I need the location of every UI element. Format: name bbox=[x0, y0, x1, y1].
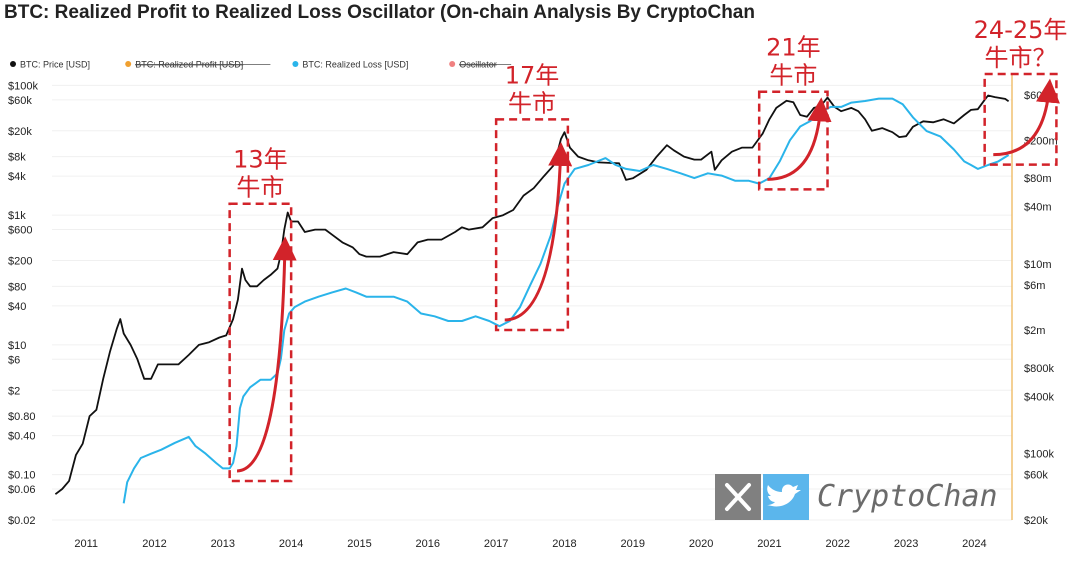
left-tick-label: $8k bbox=[8, 152, 26, 164]
x-tick-label: 2020 bbox=[689, 538, 713, 550]
x-tick-label: 2015 bbox=[347, 538, 371, 550]
series-layer bbox=[54, 94, 1010, 504]
right-tick-label: $10m bbox=[1024, 259, 1052, 271]
legend-marker bbox=[449, 61, 456, 67]
right-tick-label: $60k bbox=[1024, 470, 1048, 482]
legend-item[interactable]: BTC: Price [USD] bbox=[10, 60, 90, 70]
left-tick-label: $200 bbox=[8, 256, 32, 268]
x-tick-label: 2017 bbox=[484, 538, 508, 550]
right-tick-label: $400k bbox=[1024, 392, 1054, 404]
annotation-label-year: 21年 bbox=[766, 34, 821, 62]
annotation-label-year: 24-25年 bbox=[974, 16, 1068, 44]
legend-item[interactable]: BTC: Realized Profit [USD] bbox=[125, 60, 271, 70]
price-line bbox=[54, 94, 1010, 495]
x-tick-label: 2024 bbox=[962, 538, 986, 550]
annotation-label-bull: 牛市 bbox=[508, 89, 556, 117]
left-tick-label: $0.06 bbox=[8, 484, 36, 496]
right-tick-label: $80m bbox=[1024, 173, 1052, 185]
x-tick-label: 2019 bbox=[621, 538, 645, 550]
x-tick-label: 2014 bbox=[279, 538, 303, 550]
realized-loss-line bbox=[122, 97, 1010, 504]
legend-marker bbox=[292, 61, 299, 67]
legend-marker bbox=[10, 61, 16, 67]
watermark-text: CryptoChan bbox=[817, 479, 998, 514]
left-tick-label: $10 bbox=[8, 340, 26, 352]
watermark: CryptoChan bbox=[715, 474, 998, 520]
right-tick-label: $600m bbox=[1024, 90, 1058, 102]
x-tick-label: 2016 bbox=[416, 538, 440, 550]
left-tick-label: $4k bbox=[8, 171, 26, 183]
left-tick-label: $0.02 bbox=[8, 515, 36, 527]
left-tick-label: $1k bbox=[8, 210, 26, 222]
annotation-label-year: 17年 bbox=[505, 61, 560, 89]
x-tick-label: 2018 bbox=[552, 538, 576, 550]
x-tick-label: 2011 bbox=[74, 538, 98, 550]
legend-item[interactable]: BTC: Realized Loss [USD] bbox=[292, 60, 408, 70]
annotation-label-year: 13年 bbox=[233, 146, 288, 174]
x-tick-label: 2023 bbox=[894, 538, 918, 550]
legend-label: BTC: Realized Loss [USD] bbox=[302, 60, 408, 70]
trend-arrow bbox=[236, 236, 297, 473]
plot-area bbox=[52, 74, 1012, 520]
right-tick-label: $6m bbox=[1024, 280, 1045, 292]
trend-arrow bbox=[993, 78, 1060, 157]
left-tick-label: $0.40 bbox=[8, 431, 36, 443]
annotation-box bbox=[228, 202, 293, 483]
right-axis-ticks: $600m$200m$80m$40m$10m$6m$2m$800k$400k$1… bbox=[1024, 90, 1058, 527]
right-tick-label: $100k bbox=[1024, 449, 1054, 461]
left-tick-label: $6 bbox=[8, 354, 20, 366]
annotation-label-bull: 牛市 bbox=[236, 174, 284, 202]
x-tick-label: 2012 bbox=[142, 538, 166, 550]
legend-marker bbox=[125, 61, 132, 67]
x-tick-label: 2022 bbox=[826, 538, 850, 550]
legend-label: BTC: Price [USD] bbox=[20, 60, 90, 70]
chart-title: BTC: Realized Profit to Realized Loss Os… bbox=[4, 2, 755, 23]
annotation-label-bull: 牛市？ bbox=[985, 44, 1057, 72]
left-tick-label: $600 bbox=[8, 225, 32, 237]
annotation-box bbox=[757, 90, 829, 191]
twitter-bird-glyph bbox=[767, 484, 801, 507]
grid bbox=[52, 84, 1012, 521]
annotation-box bbox=[983, 72, 1058, 166]
legend: BTC: Price [USD] BTC: Realized Profit [US… bbox=[10, 60, 512, 70]
annotation-box bbox=[494, 118, 570, 332]
left-tick-label: $80 bbox=[8, 281, 26, 293]
right-tick-label: $2m bbox=[1024, 325, 1045, 337]
left-tick-label: $2 bbox=[8, 385, 20, 397]
annotation-label-bull: 牛市 bbox=[769, 62, 817, 90]
x-tick-label: 2021 bbox=[757, 538, 781, 550]
trend-arrow bbox=[767, 97, 832, 181]
left-axis-ticks: $100k $60k $20k $8k $4k $1k $600 $200 $80 $40 $10 $… bbox=[8, 80, 38, 527]
right-tick-label: $20k bbox=[1024, 515, 1048, 527]
x-axis-ticks: 2011 2012 2013 2014 2015 2016 2017 2018 2019 2020… bbox=[74, 538, 986, 550]
left-tick-label: $0.80 bbox=[8, 411, 36, 423]
trend-arrow bbox=[504, 141, 573, 322]
x-tick-label: 2013 bbox=[211, 538, 235, 550]
left-tick-label: $0.10 bbox=[8, 470, 36, 482]
left-tick-label: $100k bbox=[8, 80, 38, 92]
legend-item[interactable]: Oscillator bbox=[449, 60, 512, 70]
left-tick-label: $20k bbox=[8, 126, 32, 138]
x-logo-glyph bbox=[725, 483, 751, 511]
left-tick-label: $40 bbox=[8, 301, 26, 313]
right-tick-label: $40m bbox=[1024, 202, 1052, 214]
left-tick-label: $60k bbox=[8, 95, 32, 107]
right-tick-label: $800k bbox=[1024, 363, 1054, 375]
